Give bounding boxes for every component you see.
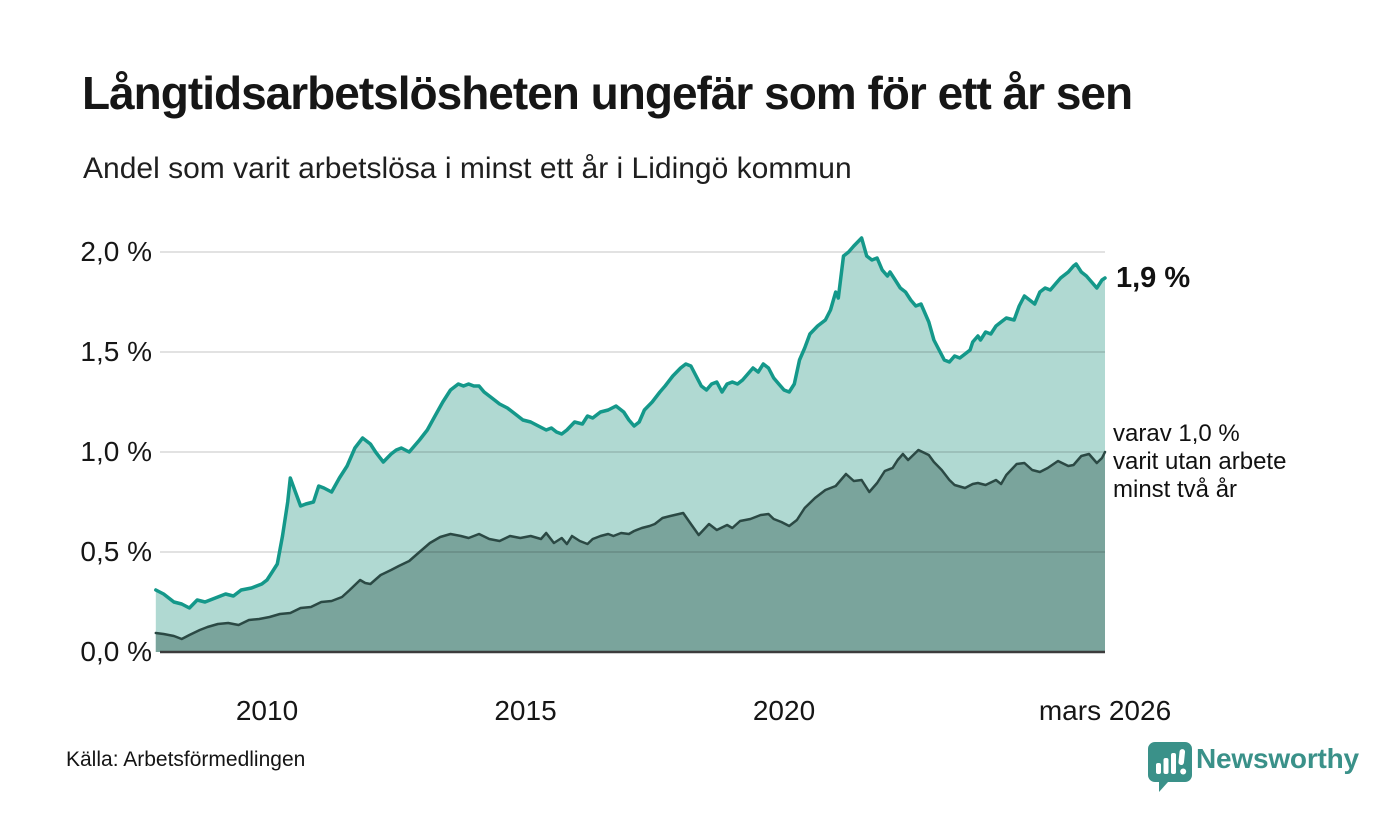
y-tick-0,0 %: 0,0 %: [80, 636, 152, 667]
y-tick-1,0 %: 1,0 %: [80, 436, 152, 467]
y-tick-0,5 %: 0,5 %: [80, 536, 152, 567]
x-tick-mars 2026: mars 2026: [1038, 695, 1172, 726]
x-tick-2015: 2015: [494, 695, 557, 726]
secondary-series-label-line1: varav 1,0 %: [1113, 420, 1240, 447]
source-attribution: Källa: Arbetsförmedlingen: [66, 748, 306, 771]
page-title: Långtidsarbetslösheten ungefär som för e…: [82, 67, 1133, 119]
series-line-2: [154, 448, 1107, 641]
x-tick-2010: 2010: [235, 695, 299, 726]
series-line-1: [154, 236, 1107, 610]
x-tick-2020: 2020: [752, 695, 816, 726]
secondary-series-label-line2: varit utan arbete: [1113, 448, 1287, 475]
end-value-label: 1,9 %: [1116, 262, 1191, 294]
y-tick-1,5 %: 1,5 %: [80, 336, 152, 367]
newsworthy-logo-icon: [1148, 742, 1192, 792]
chart-subtitle: Andel som varit arbetslösa i minst ett å…: [83, 152, 852, 185]
area-fill-series-2: [155, 450, 1106, 652]
y-tick-2,0 %: 2,0 %: [80, 236, 152, 267]
secondary-series-label: varav 1,0 % varit utan arbete minst två …: [1113, 420, 1286, 504]
newsworthy-logo-text: Newsworthy: [1196, 743, 1359, 774]
secondary-series-label-line3: minst två år: [1113, 476, 1238, 503]
